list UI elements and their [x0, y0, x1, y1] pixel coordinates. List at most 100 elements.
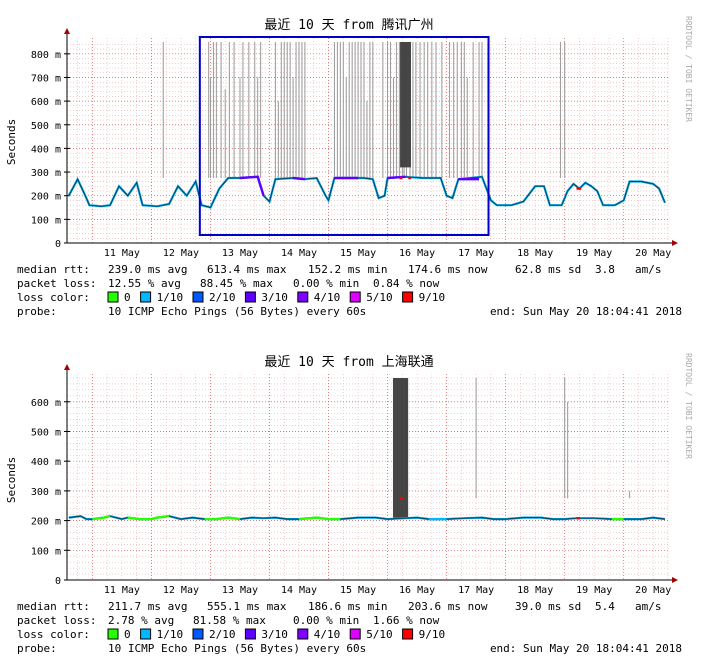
x-tick-label: 17 May: [458, 248, 494, 259]
rtt-max: 613.4 ms max: [207, 263, 287, 276]
y-tick-label: 600 m: [31, 398, 61, 409]
x-tick-label: 20 May: [635, 248, 671, 259]
chart-2-plot: 0 100 m 200 m 300 m 400 m 500 m 600 m 11 May 12 …: [31, 364, 678, 596]
x-tick-label: 19 May: [576, 585, 612, 596]
loss-color-swatch: [107, 291, 119, 303]
loss-segment: [298, 516, 341, 521]
end-time: end: Sun May 20 18:04:41 2018: [490, 305, 682, 318]
chart-1-ylabel: Seconds: [5, 119, 18, 165]
rtt-now: 174.6 ms now: [408, 263, 488, 276]
loss-max: 88.45 % max: [200, 277, 273, 290]
chart-1: 最近 10 天 from 腾讯广州 Seconds RRDTOOL / TOBI…: [5, 16, 693, 318]
loss-color-swatch: [402, 628, 414, 640]
loss-color-legend-label: 2/10: [209, 628, 236, 641]
loss-color-swatch: [349, 291, 361, 303]
loss-color-legend-label: 3/10: [261, 628, 288, 641]
x-axis-arrow: [672, 577, 678, 583]
loss-color-swatch: [244, 628, 256, 640]
loss-segment: [387, 175, 406, 180]
median-rtt-label: median rtt:: [17, 600, 90, 613]
loss-segment: [92, 514, 111, 521]
loss-color-swatch: [107, 628, 119, 640]
median-line: [67, 175, 667, 209]
x-tick-label: 11 May: [104, 585, 140, 596]
rtt-sd: 62.8 ms sd: [515, 263, 581, 276]
loss-color-legend-label: 1/10: [157, 291, 184, 304]
y-tick-label: 400 m: [31, 457, 61, 468]
y-tick-label: 300 m: [31, 168, 61, 179]
amps-value: 3.8: [595, 263, 615, 276]
probe-value: 10 ICMP Echo Pings (56 Bytes) every 60s: [108, 642, 366, 655]
x-tick-label: 14 May: [281, 248, 317, 259]
packet-loss-label: packet loss:: [17, 614, 96, 627]
rtt-sd: 39.0 ms sd: [515, 600, 581, 613]
x-tick-label: 19 May: [576, 248, 612, 259]
chart-2: 最近 10 天 from 上海联通 Seconds RRDTOOL / TOBI…: [5, 353, 693, 655]
x-tick-label: 15 May: [340, 585, 376, 596]
probe-label: probe:: [17, 305, 57, 318]
x-tick-label: 16 May: [399, 585, 435, 596]
loss-color-legend-label: 0: [124, 628, 131, 641]
y-tick-label: 100 m: [31, 215, 61, 226]
rtt-min: 186.6 ms min: [308, 600, 387, 613]
loss-segment: [127, 514, 170, 521]
rtt-now: 203.6 ms now: [408, 600, 488, 613]
loss-color-swatch: [140, 628, 152, 640]
chart-1-title: 最近 10 天 from 腾讯广州: [264, 17, 433, 33]
chart-2-stats: median rtt: 211.7 ms avg 555.1 ms max 18…: [17, 600, 682, 655]
y-axis-arrow: [64, 364, 70, 370]
loss-max: 81.58 % max: [193, 614, 266, 627]
amps-unit: am/s: [635, 263, 662, 276]
loss-color-legend-label: 5/10: [366, 291, 393, 304]
loss-color-swatch: [297, 291, 309, 303]
loss-color-legend-label: 9/10: [419, 628, 446, 641]
median-line-outline: [68, 176, 666, 208]
chart-1-stats: median rtt: 239.0 ms avg 613.4 ms max 15…: [17, 263, 682, 318]
y-tick-label: 100 m: [31, 546, 61, 557]
x-tick-label: 13 May: [222, 248, 258, 259]
loss-color-legend-label: 0: [124, 291, 131, 304]
loss-min: 0.00 % min: [293, 614, 359, 627]
y-tick-label: 500 m: [31, 121, 61, 132]
amps-unit: am/s: [635, 600, 662, 613]
x-tick-label: 18 May: [517, 248, 553, 259]
loss-color-legend: 0 1/10 2/10 3/10 4/10 5/10 9/10: [107, 628, 446, 641]
x-tick-label: 13 May: [222, 585, 258, 596]
packet-loss-label: packet loss:: [17, 277, 96, 290]
x-tick-label: 18 May: [517, 585, 553, 596]
amps-value: 5.4: [595, 600, 615, 613]
loss-color-label: loss color:: [17, 628, 90, 641]
loss-min: 0.00 % min: [293, 277, 359, 290]
highlight-box: [198, 36, 490, 236]
loss-color-legend-label: 4/10: [314, 291, 341, 304]
y-tick-label: 200 m: [31, 517, 61, 528]
loss-segment: [239, 175, 265, 197]
chart-2-ylabel: Seconds: [5, 457, 18, 503]
loss-segment: [204, 516, 241, 521]
y-axis-arrow: [64, 28, 70, 34]
loss-color-label: loss color:: [17, 291, 90, 304]
loss-color-legend-label: 1/10: [157, 628, 184, 641]
y-tick-label: 500 m: [31, 427, 61, 438]
rtt-avg: 211.7 ms avg: [108, 600, 187, 613]
y-tick-label: 400 m: [31, 144, 61, 155]
y-tick-label: 300 m: [31, 487, 61, 498]
rtt-min: 152.2 ms min: [308, 263, 387, 276]
probe-label: probe:: [17, 642, 57, 655]
loss-color-swatch: [349, 628, 361, 640]
y-tick-label: 700 m: [31, 73, 61, 84]
y-tick-label: 800 m: [31, 50, 61, 61]
y-tick-label: 600 m: [31, 97, 61, 108]
loss-color-legend-label: 4/10: [314, 628, 341, 641]
end-time: end: Sun May 20 18:04:41 2018: [490, 642, 682, 655]
loss-color-legend-label: 9/10: [419, 291, 446, 304]
rtt-max: 555.1 ms max: [207, 600, 287, 613]
loss-avg: 12.55 % avg: [108, 277, 181, 290]
chart-2-watermark: RRDTOOL / TOBI OETIKER: [684, 353, 693, 459]
loss-color-swatch: [244, 291, 256, 303]
rtt-avg: 239.0 ms avg: [108, 263, 187, 276]
loss-avg: 2.78 % avg: [108, 614, 174, 627]
chart-1-plot: 0 100 m 200 m 300 m 400 m 500 m 600 m 700 m 800 …: [31, 28, 678, 259]
loss-segment: [292, 176, 306, 181]
